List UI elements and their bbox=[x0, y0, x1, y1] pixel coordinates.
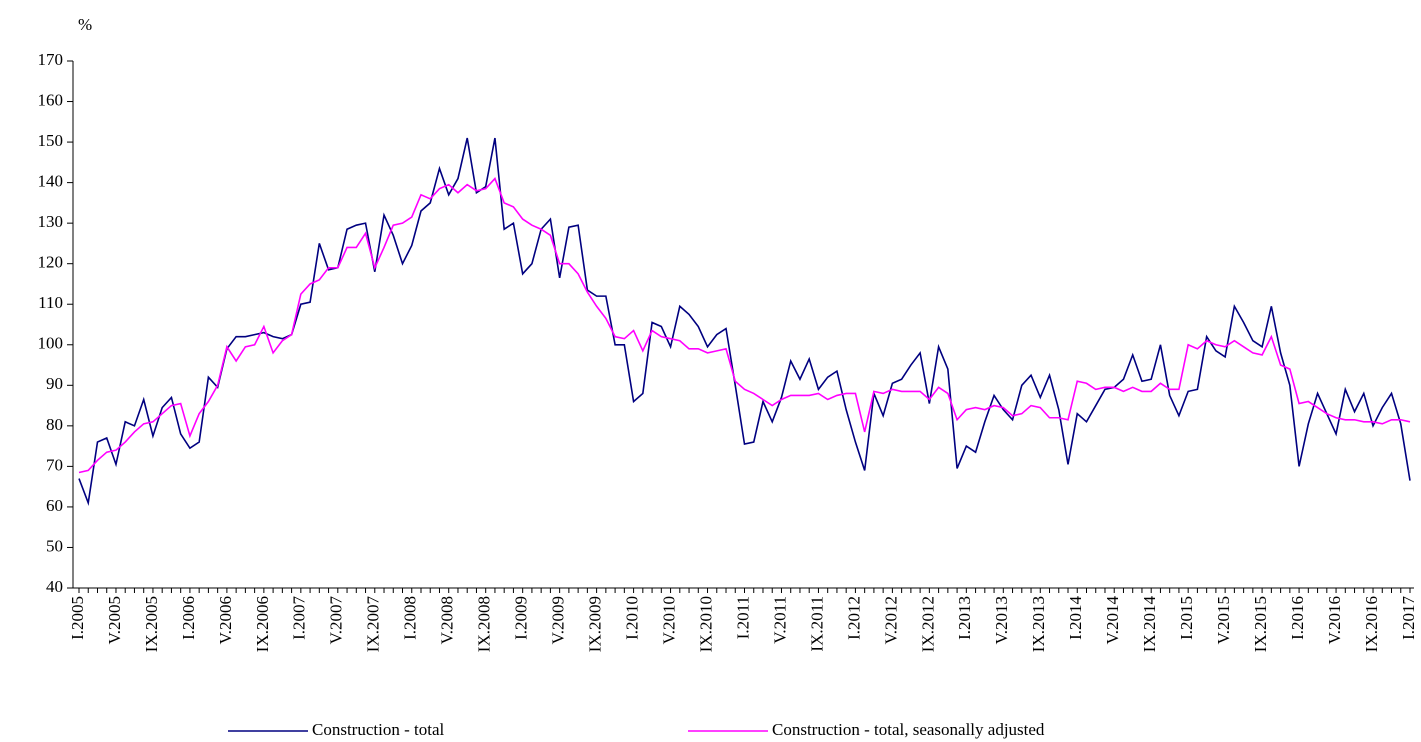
x-tick-label: V.2014 bbox=[1103, 596, 1122, 645]
x-tick-label: V.2011 bbox=[770, 596, 789, 644]
y-tick-label: 130 bbox=[38, 212, 64, 231]
x-tick-label: I.2016 bbox=[1288, 596, 1307, 640]
x-tick-label: I.2015 bbox=[1177, 596, 1196, 640]
y-tick-label: 90 bbox=[46, 374, 63, 393]
y-tick-label: 170 bbox=[38, 50, 64, 69]
x-tick-label: IX.2006 bbox=[253, 596, 272, 652]
x-tick-label: V.2015 bbox=[1214, 596, 1233, 644]
x-tick-label: I.2017 bbox=[1399, 596, 1418, 640]
x-tick-label: V.2005 bbox=[105, 596, 124, 644]
x-tick-label: I.2005 bbox=[68, 596, 87, 640]
x-tick-label: IX.2013 bbox=[1029, 596, 1048, 652]
x-tick-label: IX.2010 bbox=[696, 596, 715, 652]
series-line bbox=[78, 137, 1411, 506]
y-tick-label: 120 bbox=[38, 253, 64, 272]
x-tick-label: I.2013 bbox=[955, 596, 974, 640]
x-tick-label: IX.2011 bbox=[807, 596, 826, 652]
x-tick-label: V.2008 bbox=[438, 596, 457, 644]
x-tick-label: I.2008 bbox=[401, 596, 420, 640]
x-tick-label: V.2007 bbox=[327, 596, 346, 645]
x-tick-label: I.2006 bbox=[179, 596, 198, 640]
x-tick-label: IX.2012 bbox=[918, 596, 937, 652]
x-tick-label: IX.2014 bbox=[1140, 596, 1159, 653]
y-tick-label: 80 bbox=[46, 415, 63, 434]
legend-label: Construction - total bbox=[312, 720, 444, 739]
y-unit: % bbox=[78, 15, 92, 34]
x-tick-label: IX.2005 bbox=[142, 596, 161, 652]
x-tick-label: I.2009 bbox=[512, 596, 531, 640]
x-tick-label: V.2013 bbox=[992, 596, 1011, 644]
x-tick-label: V.2012 bbox=[881, 596, 900, 644]
y-tick-label: 70 bbox=[46, 455, 63, 474]
y-tick-label: 150 bbox=[38, 131, 64, 150]
x-tick-label: V.2016 bbox=[1325, 596, 1344, 644]
x-tick-label: V.2010 bbox=[659, 596, 678, 644]
x-tick-label: I.2014 bbox=[1066, 596, 1085, 640]
y-tick-label: 50 bbox=[46, 536, 63, 555]
x-tick-label: I.2011 bbox=[733, 596, 752, 639]
x-tick-label: IX.2009 bbox=[586, 596, 605, 652]
x-tick-label: I.2010 bbox=[622, 596, 641, 640]
y-tick-label: 60 bbox=[46, 496, 63, 515]
y-tick-label: 140 bbox=[38, 172, 64, 191]
y-tick-label: 40 bbox=[46, 577, 63, 596]
x-tick-label: V.2006 bbox=[216, 596, 235, 644]
x-tick-label: I.2007 bbox=[290, 596, 309, 640]
y-tick-label: 110 bbox=[38, 293, 63, 312]
y-tick-label: 100 bbox=[38, 334, 64, 353]
x-tick-label: IX.2016 bbox=[1362, 596, 1381, 652]
x-tick-label: IX.2008 bbox=[475, 596, 494, 652]
series-line bbox=[78, 177, 1411, 474]
x-tick-label: IX.2007 bbox=[364, 596, 383, 653]
x-tick-label: V.2009 bbox=[549, 596, 568, 644]
x-tick-label: IX.2015 bbox=[1251, 596, 1270, 652]
x-tick-label: I.2012 bbox=[844, 596, 863, 640]
legend-label: Construction - total, seasonally adjuste… bbox=[772, 720, 1045, 739]
y-tick-label: 160 bbox=[38, 90, 64, 109]
